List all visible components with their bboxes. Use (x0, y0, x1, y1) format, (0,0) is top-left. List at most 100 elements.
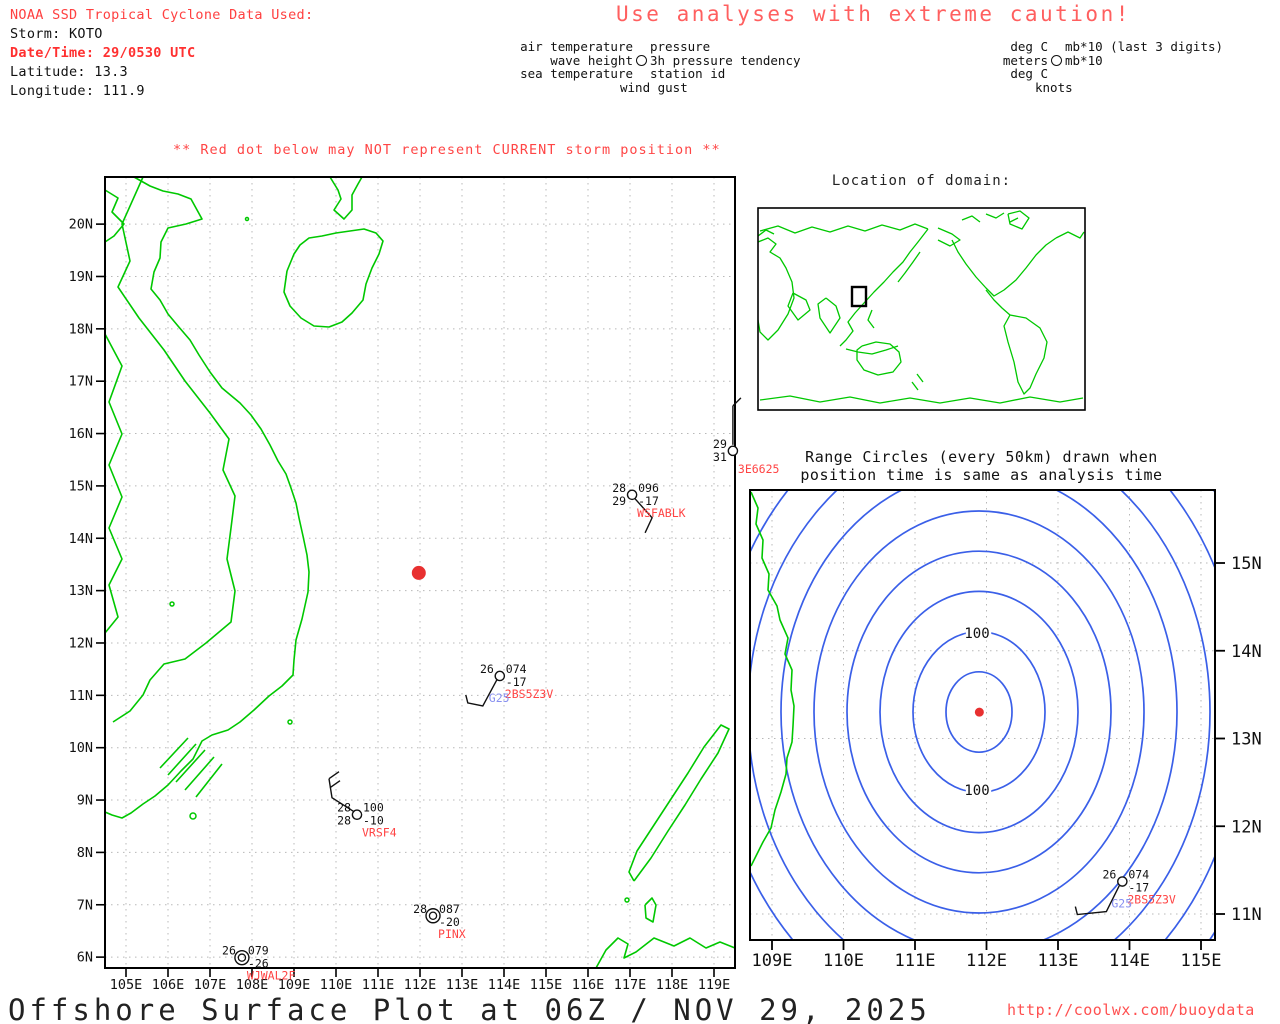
range-circles-title: Range Circles (every 50km) drawn when po… (748, 448, 1215, 484)
source-url-link[interactable]: http://coolwx.com/buoydata (1007, 1001, 1255, 1019)
island (287, 719, 293, 725)
pressure-value: 100 (363, 801, 384, 815)
wind-barb (1074, 885, 1120, 916)
world-coastline (1009, 217, 1019, 223)
wind-barb (634, 498, 653, 534)
air-temperature-value: 26 (480, 662, 494, 676)
circle-icon (636, 54, 647, 66)
storm-position-warning: ** Red dot below may NOT represent CURRE… (173, 142, 721, 158)
axis-label: 111E (895, 951, 936, 971)
axis-label: 114E (1109, 951, 1150, 971)
axis-label: 11N (69, 688, 93, 704)
axis-label: 7N (77, 897, 93, 913)
world-coastline (759, 223, 929, 234)
range-circle (879, 590, 1079, 834)
range-circle (945, 670, 1013, 754)
world-coastline (787, 292, 811, 321)
world-coastline (911, 381, 919, 391)
island (244, 216, 250, 222)
axis-label: 18N (69, 321, 93, 337)
calm-inner-circle (428, 911, 438, 921)
axis-label: 108E (236, 977, 269, 993)
legend-row: deg C mb*10 (last 3 digits) (990, 40, 1223, 54)
legend-right-label: station id (650, 66, 726, 81)
world-coastline (951, 237, 1057, 297)
axis-label: 110E (823, 951, 864, 971)
calm-outer-circle (234, 949, 250, 966)
axis-label: 11N (1231, 905, 1262, 925)
axis-label: 118E (656, 977, 689, 993)
world-map-border (757, 207, 1086, 411)
storm-position-dot (411, 565, 426, 580)
legend-right-label: knots (1035, 79, 1073, 95)
legend-row: meters mb*10 (990, 52, 1223, 68)
station-id: 2BS5Z3V (1127, 893, 1176, 907)
range-circle (780, 490, 1178, 940)
coastline (283, 228, 384, 328)
wind-barb (329, 780, 341, 789)
coastline (104, 176, 310, 819)
axis-label: 109E (752, 951, 793, 971)
pressure-value: 087 (439, 902, 460, 916)
world-coastline (757, 237, 795, 341)
station-id: WJWAL2F (247, 969, 296, 983)
caution-banner: Use analyses with extreme caution! (616, 2, 1131, 26)
pressure-tendency-value: -10 (363, 814, 384, 828)
range-circle (649, 310, 1280, 1024)
legend-right-label: 3h pressure tendency (650, 52, 801, 68)
pressure-tendency-value: -26 (248, 957, 269, 971)
world-coastline (937, 227, 961, 247)
world-coastline (817, 297, 841, 334)
world-coastline (985, 212, 1005, 219)
legend-right-label: mb*10 (1065, 52, 1103, 68)
axis-label: 115E (530, 977, 563, 993)
world-coastline (1055, 231, 1085, 239)
calm-inner-circle (237, 953, 247, 962)
air-temperature-value: 28 (413, 902, 427, 916)
world-coastline (757, 229, 775, 237)
pressure-tendency-value: -17 (638, 494, 659, 508)
station-circle (351, 809, 363, 821)
axis-label: 15N (69, 478, 93, 494)
pressure-value: 074 (1128, 868, 1149, 882)
world-coastline (1007, 210, 1030, 230)
axis-label: 10N (69, 740, 93, 756)
river-line (195, 763, 223, 798)
axis-label: 119E (698, 977, 731, 993)
legend-left-label: wave height (550, 52, 633, 68)
axis-label: 112E (966, 951, 1007, 971)
storm-position-dot-range (974, 707, 984, 717)
domain-map-title: Location of domain: (831, 173, 1012, 189)
legend-left-label: air temperature (520, 39, 633, 54)
axis-label: 105E (110, 977, 143, 993)
range-circle-label: 100 (964, 626, 989, 642)
coastline (112, 176, 236, 723)
plot-main-title: Offshore Surface Plot at 06Z / NOV 29, 2… (8, 993, 931, 1024)
air-temperature-value: 28 (612, 481, 626, 495)
legend-row: wave height 3h pressure tendency (505, 52, 801, 68)
world-coastline (867, 309, 875, 329)
island (169, 601, 175, 607)
station-id: WSFABLK (637, 506, 686, 520)
wind-barb (328, 778, 355, 813)
axis-label: 106E (152, 977, 185, 993)
world-coastline (1003, 314, 1048, 395)
range-circle (1208, 490, 1215, 940)
axis-label: 13N (1231, 730, 1262, 750)
axis-label: 14N (69, 531, 93, 547)
legend-row: air temperature pressure (505, 40, 801, 54)
legend-row: sea temperature station id (505, 67, 801, 81)
station-model-legend: air temperature pressure wave height 3h … (505, 40, 801, 94)
coastline (644, 897, 657, 923)
pressure-tendency-value: -20 (439, 915, 460, 929)
coastline (104, 189, 125, 243)
axis-label: 111E (362, 977, 395, 993)
air-temperature-value: 29 (713, 437, 727, 451)
wind-barb (328, 771, 340, 780)
river-line (175, 749, 206, 783)
axis-label: 115E (1181, 951, 1222, 971)
